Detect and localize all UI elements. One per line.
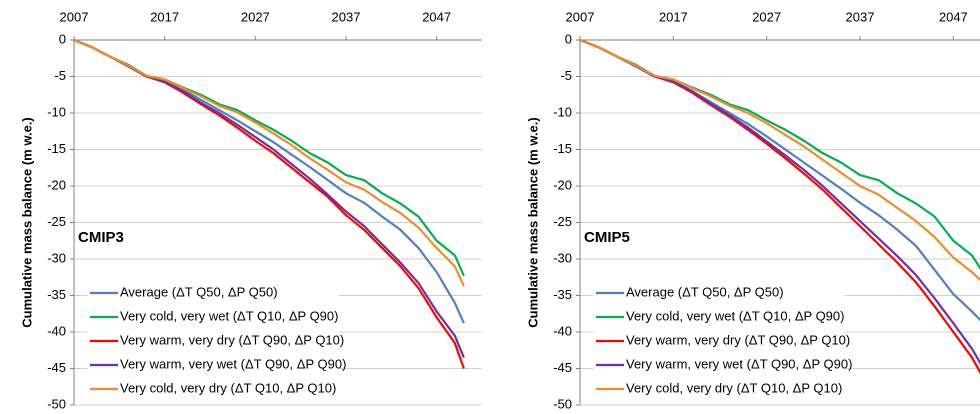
y-tick-label: -35 <box>47 287 66 302</box>
series-line <box>73 38 465 277</box>
y-tick-label: -30 <box>47 250 66 265</box>
legend-label: Very cold, very wet (ΔT Q10, ΔP Q90) <box>120 308 338 323</box>
series-line <box>73 38 465 287</box>
y-axis-label: Cumulative mass balance (m w.e.) <box>19 117 34 327</box>
series-line <box>579 38 980 282</box>
y-tick-label: -10 <box>47 104 66 119</box>
y-tick-label: -45 <box>47 360 66 375</box>
legend-label: Very cold, very dry (ΔT Q10, ΔP Q10) <box>120 380 336 395</box>
y-tick-label: 0 <box>565 31 572 46</box>
y-tick-label: -35 <box>553 287 572 302</box>
y-tick-label: -15 <box>47 141 66 156</box>
y-tick-label: -40 <box>47 323 66 338</box>
x-tick-label: 2007 <box>566 9 595 24</box>
y-tick-label: -50 <box>47 396 66 411</box>
y-tick-label: 0 <box>59 31 66 46</box>
legend-label: Average (ΔT Q50, ΔP Q50) <box>120 284 278 299</box>
panel: 0 -5 -10 -15 -20 -25 -30 -35 -40 -45 -50 2007 2017 20… <box>19 9 482 411</box>
y-tick-label: -50 <box>553 396 572 411</box>
y-tick-label: -25 <box>47 214 66 229</box>
x-tick-label: 2027 <box>752 9 781 24</box>
x-tick-label: 2047 <box>422 9 451 24</box>
legend-label: Very warm, very wet (ΔT Q90, ΔP Q90) <box>626 356 852 371</box>
x-tick-label: 2017 <box>659 9 688 24</box>
y-axis-label: Cumulative mass balance (m w.e.) <box>525 117 540 327</box>
x-tick-label: 2037 <box>846 9 875 24</box>
panel: 0 -5 -10 -15 -20 -25 -30 -35 -40 -45 -50 2007 2017 20… <box>525 9 980 411</box>
x-tick-label: 2047 <box>939 9 968 24</box>
legend-label: Average (ΔT Q50, ΔP Q50) <box>626 284 784 299</box>
legend-label: Very warm, very dry (ΔT Q90, ΔP Q10) <box>120 332 344 347</box>
y-tick-label: -5 <box>54 68 66 83</box>
y-tick-label: -30 <box>553 250 572 265</box>
y-tick-label: -10 <box>553 104 572 119</box>
legend-box <box>593 278 845 404</box>
legend-label: Very warm, very dry (ΔT Q90, ΔP Q10) <box>626 332 850 347</box>
y-tick-label: -15 <box>553 141 572 156</box>
legend-label: Very warm, very wet (ΔT Q90, ΔP Q90) <box>120 356 346 371</box>
y-tick-label: -40 <box>553 323 572 338</box>
y-tick-label: -25 <box>553 214 572 229</box>
legend-box <box>87 278 339 404</box>
x-tick-label: 2027 <box>241 9 270 24</box>
x-tick-label: 2037 <box>332 9 361 24</box>
y-tick-label: -5 <box>560 68 572 83</box>
y-tick-label: -45 <box>553 360 572 375</box>
annotation: CMIP5 <box>584 229 630 246</box>
x-tick-label: 2017 <box>150 9 179 24</box>
y-tick-label: -20 <box>47 177 66 192</box>
legend-label: Very cold, very wet (ΔT Q10, ΔP Q90) <box>626 308 844 323</box>
annotation: CMIP3 <box>78 229 124 246</box>
y-tick-label: -20 <box>553 177 572 192</box>
x-tick-label: 2007 <box>60 9 89 24</box>
legend-label: Very cold, very dry (ΔT Q10, ΔP Q10) <box>626 380 842 395</box>
